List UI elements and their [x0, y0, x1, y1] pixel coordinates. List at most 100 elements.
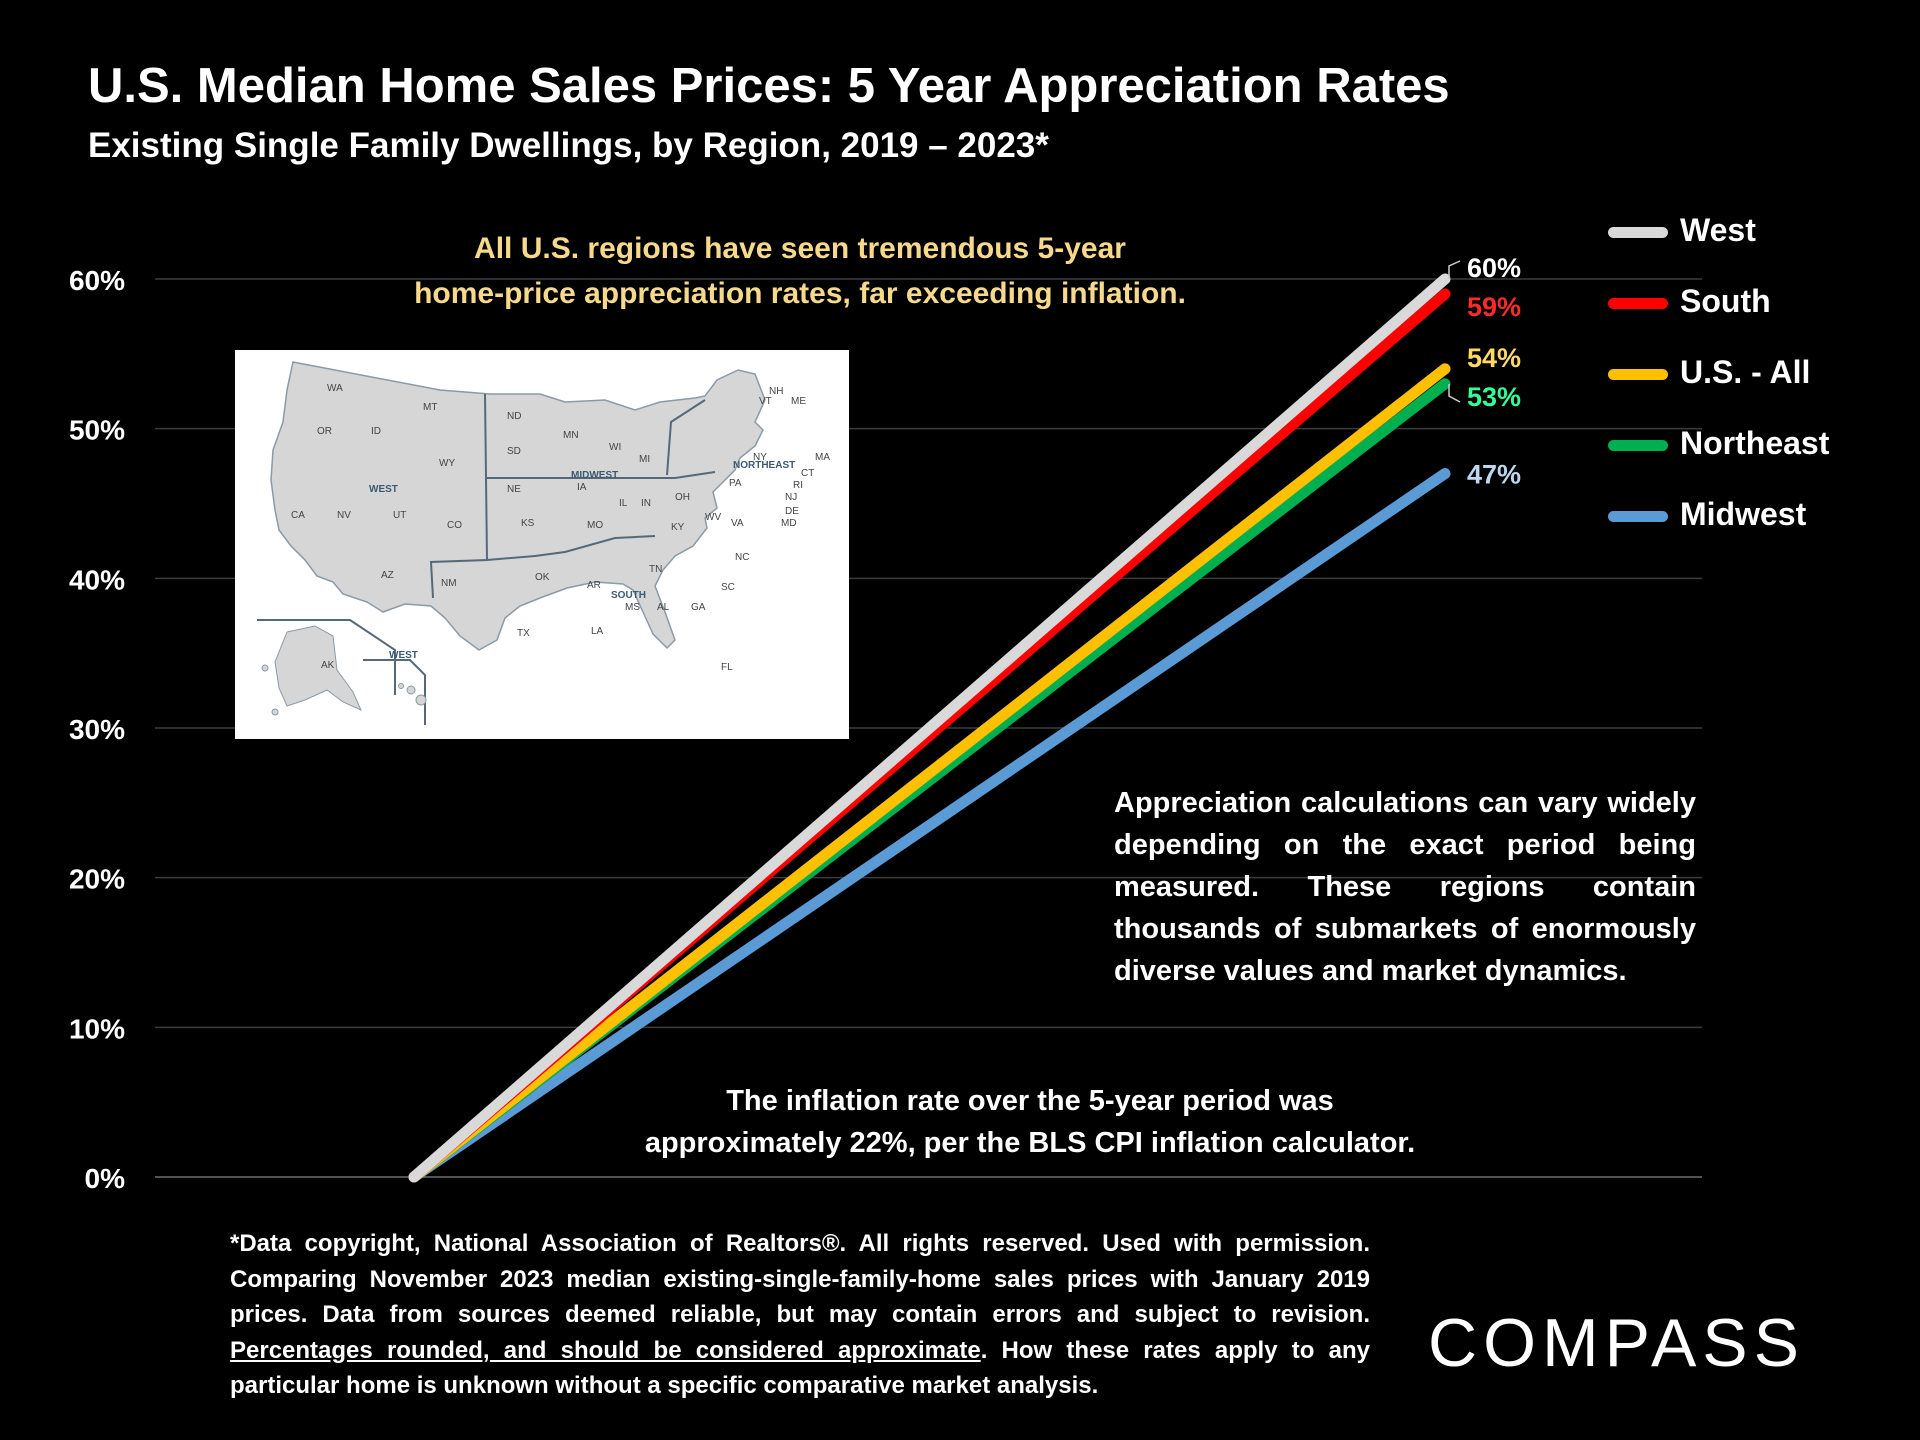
- map-label-ok: OK: [535, 572, 550, 583]
- legend-label-midwest: Midwest: [1680, 496, 1807, 532]
- end-label-u-s-all: 54%: [1467, 343, 1521, 373]
- map-label-ri: RI: [793, 480, 803, 491]
- map-region-midwest: MIDWEST: [571, 470, 618, 481]
- map-label-ne: NE: [507, 484, 521, 495]
- map-label-ca: CA: [291, 510, 305, 521]
- map-region-south: SOUTH: [611, 590, 646, 601]
- map-label-ma: MA: [815, 452, 830, 463]
- legend-label-us-all: U.S. - All: [1680, 354, 1811, 390]
- legend-label-west: West: [1680, 212, 1756, 248]
- map-label-md: MD: [781, 518, 797, 529]
- leader-west: [1448, 260, 1461, 279]
- map-label-co: CO: [447, 520, 462, 531]
- map-label-ia: IA: [577, 482, 587, 493]
- map-label-la: LA: [591, 626, 604, 637]
- ytick-label-60: 60%: [69, 265, 125, 296]
- note-inflation-line-2: approximately 22%, per the BLS CPI infla…: [644, 1127, 1416, 1159]
- legend-swatch-northeast: [1608, 440, 1668, 451]
- y-axis-ticks: 0% 10% 20% 30% 40% 50% 60%: [69, 265, 125, 1194]
- map-label-ms: MS: [625, 602, 640, 613]
- map-label-sd: SD: [507, 446, 521, 457]
- map-label-az: AZ: [381, 570, 394, 581]
- ytick-label-10: 10%: [69, 1013, 125, 1044]
- map-label-ct: CT: [801, 468, 814, 479]
- map-label-fl: FL: [721, 662, 733, 673]
- map-label-nc: NC: [735, 552, 749, 563]
- map-label-ks: KS: [521, 518, 535, 529]
- map-label-vt: VT: [759, 396, 772, 407]
- callout-line-1: All U.S. regions have seen tremendous 5-…: [474, 232, 1126, 265]
- end-labels: 60% 59% 54% 53% 47%: [1448, 253, 1521, 490]
- note-inflation-line-1: The inflation rate over the 5-year perio…: [726, 1085, 1334, 1117]
- map-region-northeast: NORTHEAST: [733, 460, 795, 471]
- callout-line-2: home-price appreciation rates, far excee…: [414, 277, 1186, 310]
- chart-subtitle: Existing Single Family Dwellings, by Reg…: [88, 126, 1049, 165]
- compass-wordmark: COMPASS: [1428, 1306, 1805, 1376]
- note-appreciation: Appreciation calculations can vary widel…: [1114, 787, 1696, 987]
- map-label-id: ID: [371, 426, 381, 437]
- map-label-pa: PA: [729, 478, 742, 489]
- map-label-tn: TN: [649, 564, 662, 575]
- map-label-nh: NH: [769, 386, 783, 397]
- legend-swatch-west: [1608, 227, 1668, 238]
- map-label-al: AL: [657, 602, 670, 613]
- series-line-west: [408, 273, 1451, 1183]
- ytick-label-30: 30%: [69, 714, 125, 745]
- map-label-oh: OH: [675, 492, 690, 503]
- legend-swatch-south: [1608, 298, 1668, 309]
- map-label-ky: KY: [671, 522, 685, 533]
- map-label-wa: WA: [327, 383, 343, 394]
- compass-logo: COMPASS: [1428, 1305, 1840, 1381]
- end-label-midwest: 47%: [1467, 460, 1521, 490]
- map-label-il: IL: [619, 498, 628, 509]
- series-lines: [408, 273, 1451, 1183]
- map-label-ak: AK: [321, 660, 335, 671]
- footnote-part-2: . How these rates apply to any particula…: [230, 1336, 1370, 1400]
- us-regions-map: WA OR ID MT WY ND SD NE MN WI IA MI IL I…: [235, 350, 849, 739]
- map-label-ut: UT: [393, 510, 406, 521]
- callout-top: All U.S. regions have seen tremendous 5-…: [330, 226, 1270, 316]
- legend-swatch-us-all: [1608, 369, 1668, 380]
- legend-swatch-midwest: [1608, 511, 1668, 522]
- map-label-ar: AR: [587, 580, 601, 591]
- map-label-wv: WV: [705, 512, 721, 523]
- map-label-ny: NY: [753, 452, 767, 463]
- map-region-west-inset: WEST: [389, 650, 418, 661]
- map-label-de: DE: [785, 506, 799, 517]
- map-label-wi: WI: [609, 442, 621, 453]
- ytick-label-40: 40%: [69, 564, 125, 595]
- map-label-me: ME: [791, 396, 806, 407]
- series-line-u-s-all: [408, 363, 1451, 1183]
- chart-title: U.S. Median Home Sales Prices: 5 Year Ap…: [88, 59, 1450, 113]
- ytick-label-20: 20%: [69, 864, 125, 895]
- map-label-nd: ND: [507, 411, 521, 422]
- map-label-va: VA: [731, 518, 744, 529]
- map-label-in: IN: [641, 498, 651, 509]
- map-label-nm: NM: [441, 578, 457, 589]
- map-label-nj: NJ: [785, 492, 797, 503]
- map-label-mn: MN: [563, 430, 579, 441]
- map-region-west: WEST: [369, 484, 398, 495]
- end-label-northeast: 53%: [1467, 382, 1521, 412]
- footnote-part-1: *Data copyright, National Association of…: [230, 1230, 1370, 1328]
- series-line-midwest: [408, 468, 1451, 1183]
- end-label-west: 60%: [1467, 253, 1521, 283]
- end-label-south: 59%: [1467, 292, 1521, 322]
- legend-label-northeast: Northeast: [1680, 425, 1830, 461]
- map-label-ga: GA: [691, 602, 706, 613]
- map-label-wy: WY: [439, 458, 455, 469]
- map-label-sc: SC: [721, 582, 735, 593]
- footnote: *Data copyright, National Association of…: [230, 1226, 1370, 1404]
- note-inflation: The inflation rate over the 5-year perio…: [560, 1080, 1500, 1164]
- legend-label-south: South: [1680, 283, 1771, 319]
- map-label-mo: MO: [587, 520, 603, 531]
- map-label-nv: NV: [337, 510, 351, 521]
- ytick-label-50: 50%: [69, 415, 125, 446]
- footnote-underlined: Percentages rounded, and should be consi…: [230, 1336, 981, 1364]
- map-label-mi: MI: [639, 454, 650, 465]
- map-label-or: OR: [317, 426, 332, 437]
- map-label-tx: TX: [517, 628, 530, 639]
- leader-northeast: [1448, 384, 1461, 403]
- ytick-label-0: 0%: [85, 1163, 126, 1194]
- map-label-mt: MT: [423, 402, 437, 413]
